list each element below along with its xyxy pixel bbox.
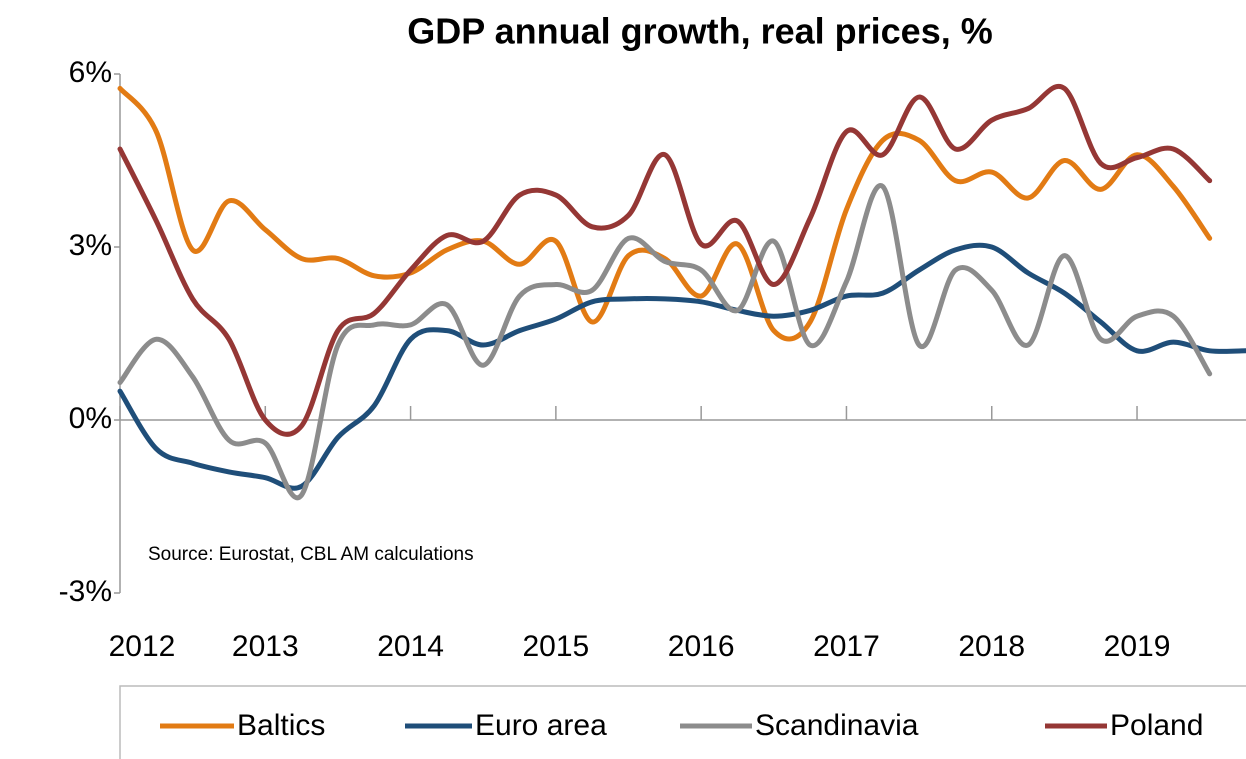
line-series bbox=[117, 242, 1246, 491]
x-tick-label: 2015 bbox=[522, 630, 589, 663]
y-tick-label: -3% bbox=[59, 575, 112, 608]
x-tick-label: 2013 bbox=[232, 630, 299, 663]
x-tick-label: 2012 bbox=[109, 630, 176, 663]
legend-label: Scandinavia bbox=[755, 709, 919, 742]
y-tick-label: 0% bbox=[69, 402, 112, 435]
legend-label: Euro area bbox=[475, 709, 607, 742]
chart-title: GDP annual growth, real prices, % bbox=[407, 11, 993, 52]
line-series bbox=[117, 83, 1213, 437]
legend-label: Poland bbox=[1110, 709, 1203, 742]
line-series bbox=[117, 183, 1213, 501]
legend-frame bbox=[119, 685, 1246, 759]
annotation: Source: Eurostat, CBL AM calculations bbox=[148, 544, 474, 565]
x-tick-label: 2016 bbox=[668, 630, 735, 663]
x-tick-label: 2017 bbox=[813, 630, 880, 663]
x-tick-label: 2014 bbox=[377, 630, 444, 663]
x-tick-label: 2018 bbox=[958, 630, 1025, 663]
legend-label: Baltics bbox=[237, 709, 325, 742]
y-tick-label: 3% bbox=[69, 229, 112, 262]
y-tick-label: 6% bbox=[69, 56, 112, 89]
line-series bbox=[117, 85, 1213, 342]
x-tick-label: 2019 bbox=[1104, 630, 1171, 663]
